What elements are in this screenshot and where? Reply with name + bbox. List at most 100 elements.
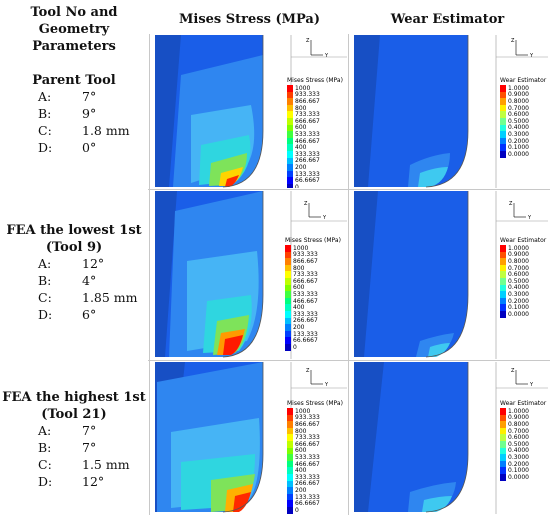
legend-value: 0.4000 xyxy=(508,284,529,292)
legend-value: 0.9000 xyxy=(508,414,529,422)
param-c: C: 1.8 mm xyxy=(0,123,148,140)
wear-legend: Wear Estimator 1.0000 0.9000 0.8000 0.7000 0.… xyxy=(500,237,546,318)
legend-entry: 666.667 xyxy=(285,278,341,285)
legend-entry: 0 xyxy=(287,184,343,188)
wear-legend: Wear Estimator 1.0000 0.9000 0.8000 0.7000 0.… xyxy=(500,400,546,481)
legend-entry: 0.0000 xyxy=(500,311,546,318)
legend-value: 1000 xyxy=(293,244,309,252)
legend-swatch xyxy=(287,124,293,132)
legend-value: 0.3000 xyxy=(508,130,529,138)
legend-value: 1.0000 xyxy=(508,84,529,92)
row-params-parent: Parent Tool A: 7° B: 9° C: 1.8 mm D: 0° xyxy=(0,72,148,157)
legend-value: 533.333 xyxy=(295,130,320,138)
legend-swatch xyxy=(285,324,291,331)
legend-entry: 400 xyxy=(287,467,343,474)
param-key: D: xyxy=(38,307,53,322)
legend-value: 933.333 xyxy=(295,414,320,422)
legend-entry: 200 xyxy=(287,164,343,171)
legend-entry: 266.667 xyxy=(287,157,343,164)
legend-swatch xyxy=(500,460,506,468)
param-key: B: xyxy=(38,440,52,455)
legend-entry: 866.667 xyxy=(287,421,343,428)
param-d: D: 6° xyxy=(0,307,148,324)
legend-swatch xyxy=(500,271,506,278)
legend-value: 0.8000 xyxy=(508,97,529,105)
legend-entry: 0.9000 xyxy=(500,251,546,259)
legend-value: 133.333 xyxy=(295,493,320,501)
legend-swatch xyxy=(500,447,506,455)
legend-swatch xyxy=(500,85,506,92)
legend-swatch xyxy=(500,98,506,105)
legend-entry: 333.333 xyxy=(287,151,343,158)
legend-swatch xyxy=(287,98,293,105)
legend-swatch xyxy=(500,408,506,415)
legend-swatch xyxy=(500,144,506,151)
legend-swatch xyxy=(500,124,506,132)
legend-swatch xyxy=(500,91,506,99)
legend-swatch xyxy=(500,251,506,259)
legend-swatch xyxy=(287,421,293,428)
legend-swatch xyxy=(500,467,506,474)
legend-value: 600 xyxy=(295,124,307,132)
tool-subtitle: (Tool 21) xyxy=(41,407,107,422)
legend-title: Mises Stress (MPa) xyxy=(287,400,343,407)
legend-value: 266.667 xyxy=(295,480,320,488)
param-key: D: xyxy=(38,474,53,489)
legend-entry: 0 xyxy=(285,344,341,351)
param-key: A: xyxy=(38,89,52,104)
legend-value: 0.1000 xyxy=(508,144,529,152)
legend-entry: 533.333 xyxy=(285,291,341,298)
legend-swatch xyxy=(285,337,291,344)
param-key: C: xyxy=(38,457,52,472)
legend-value: 0.6000 xyxy=(508,434,529,442)
legend-value: 0.5000 xyxy=(508,117,529,125)
legend-entry: 800 xyxy=(285,265,341,272)
legend-entry: 800 xyxy=(287,105,343,112)
param-a: A: 12° xyxy=(0,256,148,273)
legend-swatch xyxy=(500,277,506,285)
legend-swatch xyxy=(287,473,293,481)
legend-entry: 1000 xyxy=(285,245,341,252)
legend-value: 0.2000 xyxy=(508,460,529,468)
legend-entry: 0.4000 xyxy=(500,124,546,132)
legend-value: 333.333 xyxy=(295,473,320,481)
legend-value: 0.9000 xyxy=(508,251,529,259)
legend-swatch xyxy=(500,245,506,252)
legend-swatch xyxy=(287,460,293,468)
legend-value: 0.1000 xyxy=(508,304,529,312)
param-d: D: 0° xyxy=(0,140,148,157)
legend-entry: 0.1000 xyxy=(500,467,546,474)
legend-value: 0.1000 xyxy=(508,467,529,475)
legend-entry: 200 xyxy=(287,487,343,494)
legend-value: 66.6667 xyxy=(295,177,320,185)
mises-legend: Mises Stress (MPa) 1000 933.333 866.667 800 7… xyxy=(287,77,343,188)
legend-value: 400 xyxy=(295,144,307,152)
legend-entry: 600 xyxy=(285,284,341,291)
legend-swatch xyxy=(287,111,293,118)
param-key: A: xyxy=(38,256,52,271)
legend-value: 0.3000 xyxy=(508,290,529,298)
legend-value: 933.333 xyxy=(293,251,318,259)
legend-swatch xyxy=(287,440,293,448)
legend-swatch xyxy=(287,454,293,461)
legend-title: Mises Stress (MPa) xyxy=(287,77,343,84)
wear-legend: Wear Estimator 1.0000 0.9000 0.8000 0.7000 0.… xyxy=(500,77,546,158)
legend-entry: 266.667 xyxy=(287,480,343,488)
legend-entry: 0 xyxy=(287,507,343,514)
legend-value: 133.333 xyxy=(295,170,320,178)
legend-entry: 0.6000 xyxy=(500,434,546,441)
legend-swatch xyxy=(500,414,506,422)
legend-entry: 0.4000 xyxy=(500,284,546,292)
legend-entry: 533.333 xyxy=(287,454,343,461)
legend-value: 266.667 xyxy=(293,317,318,325)
legend-entry: 466.667 xyxy=(287,461,343,468)
legend-swatch xyxy=(500,473,506,481)
param-value: 12° xyxy=(82,256,105,271)
legend-swatch xyxy=(285,310,291,318)
legend-swatch xyxy=(287,170,293,178)
legend-entry: 866.667 xyxy=(285,258,341,265)
axis-label-z: Z xyxy=(511,38,515,44)
legend-value: 1000 xyxy=(295,84,311,92)
legend-swatch xyxy=(285,271,291,278)
legend-value: 200 xyxy=(293,323,305,331)
